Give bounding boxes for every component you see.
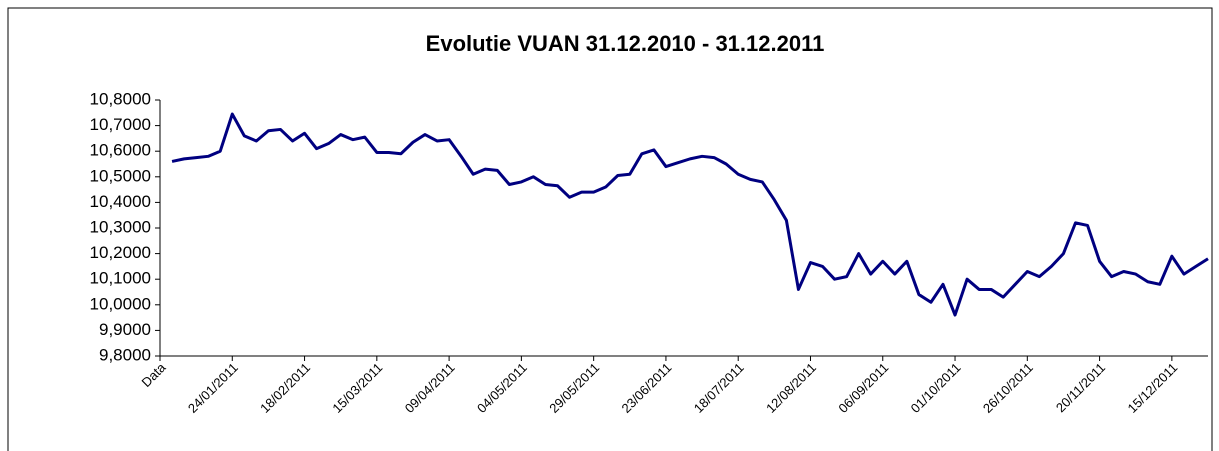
- x-tick-label: 18/07/2011: [691, 360, 747, 416]
- data-line: [171, 112, 1209, 317]
- x-tick-label: 18/02/2011: [257, 360, 313, 416]
- x-tick-label: 12/08/2011: [763, 360, 819, 416]
- x-tick-label: 20/11/2011: [1053, 360, 1108, 415]
- chart-title: Evolutie VUAN 31.12.2010 - 31.12.2011: [426, 31, 825, 56]
- y-tick-label: 10,8000: [90, 89, 151, 108]
- x-tick-label: 23/06/2011: [619, 360, 675, 416]
- x-tick-label: 29/05/2011: [546, 360, 602, 416]
- y-tick-label: 10,7000: [90, 115, 151, 134]
- x-tick-label: 01/10/2011: [908, 360, 964, 416]
- y-tick-label: 10,5000: [90, 166, 151, 185]
- x-tick-label: 09/04/2011: [402, 360, 458, 416]
- chart-frame: [7, 7, 1213, 451]
- x-tick-label: 06/09/2011: [835, 360, 891, 416]
- y-tick-label: 9,9000: [99, 320, 151, 339]
- y-tick-label: 9,8000: [99, 345, 151, 364]
- y-tick-label: 10,2000: [90, 243, 151, 262]
- y-tick-label: 10,6000: [90, 141, 151, 160]
- x-tick-label: 26/10/2011: [980, 360, 1036, 416]
- x-tick-label: 15/03/2011: [329, 360, 385, 416]
- y-tick-label: 10,1000: [90, 269, 151, 288]
- y-tick-label: 10,4000: [90, 192, 151, 211]
- x-tick-label: 24/01/2011: [185, 360, 241, 416]
- x-tick-label: 04/05/2011: [474, 360, 530, 416]
- y-tick-label: 10,3000: [90, 217, 151, 236]
- y-tick-label: 10,0000: [90, 294, 151, 313]
- x-tick-label: 15/12/2011: [1124, 360, 1180, 416]
